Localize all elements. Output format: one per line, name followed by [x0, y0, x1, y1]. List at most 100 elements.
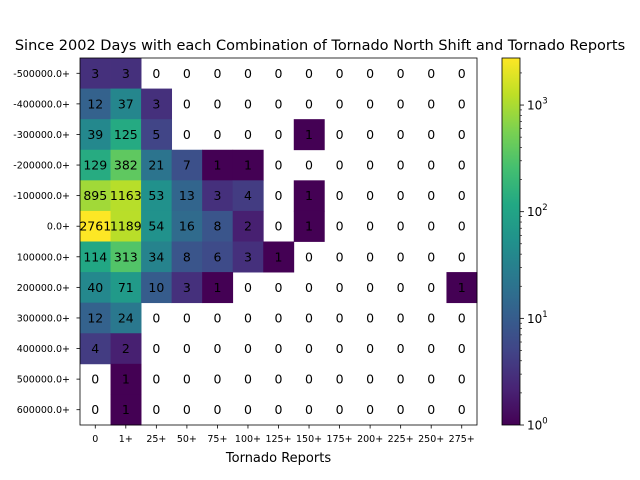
cell-value-label: 0	[152, 66, 160, 81]
cell-value-label: 0	[397, 310, 405, 325]
cell-value-label: 0	[427, 66, 435, 81]
cell-value-label: 0	[366, 96, 374, 111]
cell-value-label: 0	[366, 310, 374, 325]
cell-value-label: 0	[305, 402, 313, 417]
x-axis-ticks: 0 1+ 25+ 50+ 75+ 100+ 125+ 150+ 175+ 200+ 225+ 250+…	[92, 425, 475, 445]
heatmap-cell	[141, 180, 173, 212]
cell-value-label: 0	[305, 66, 313, 81]
cell-value-label: 0	[244, 66, 252, 81]
cell-value-label: 0	[458, 249, 466, 264]
cell-value-label: 0	[397, 402, 405, 417]
cell-value-label: 0	[427, 219, 435, 234]
cell-value-label: 0	[336, 219, 344, 234]
cell-value-label: 0	[275, 96, 283, 111]
cell-value-label: 1	[305, 219, 313, 234]
cell-value-label: 0	[397, 127, 405, 142]
cell-value-label: 0	[244, 372, 252, 387]
y-tick-label: -100000.0+	[13, 191, 70, 202]
heatmap-cell	[293, 119, 325, 151]
cell-value-label: 40	[87, 280, 103, 295]
cell-value-label: 0	[275, 372, 283, 387]
cell-value-label: 0	[458, 96, 466, 111]
cell-value-label: 54	[148, 219, 164, 234]
cell-value-label: 0	[397, 188, 405, 203]
cell-value-label: 0	[336, 96, 344, 111]
colorbar-tick-label: 101	[527, 310, 548, 326]
y-tick-label: 100000.0+	[17, 252, 70, 263]
heatmap-cell	[141, 119, 173, 151]
cell-value-label: 0	[183, 341, 191, 356]
heatmap-cell	[171, 149, 203, 181]
cell-value-label: 0	[152, 402, 160, 417]
x-tick-label: 100+	[235, 434, 261, 445]
cell-value-label: 0	[152, 310, 160, 325]
cell-value-label: 0	[152, 341, 160, 356]
cell-value-label: 0	[397, 66, 405, 81]
heatmap-cell	[202, 210, 234, 242]
cell-value-labels: 3 3 0 0 0 0 0 0 0 0 0 0 012 37 3 0 0 0 0 0 0 0 0 0 039 125 5 0 0 0 0 1 0…	[79, 66, 465, 417]
cell-value-label: 0	[275, 402, 283, 417]
y-tick-label: -400000.0+	[13, 99, 70, 110]
cell-value-label: 1	[213, 280, 221, 295]
cell-value-label: 2	[244, 219, 252, 234]
cell-value-label: 0	[213, 402, 221, 417]
cell-value-label: 1	[458, 280, 466, 295]
cell-value-label: 3	[183, 280, 191, 295]
cell-value-label: 1	[305, 127, 313, 142]
cell-value-label: 114	[83, 249, 107, 264]
cell-value-label: 0	[244, 127, 252, 142]
cell-value-label: 24	[118, 310, 134, 325]
x-tick-label: 250+	[418, 434, 444, 445]
cell-value-label: 0	[427, 280, 435, 295]
cell-value-label: 7	[183, 158, 191, 173]
heatmap-cell	[80, 88, 111, 120]
cell-value-label: 0	[183, 127, 191, 142]
cell-value-label: 1	[275, 249, 283, 264]
heatmap-cell	[202, 241, 234, 273]
cell-value-label: 0	[336, 280, 344, 295]
x-tick-label: 1+	[119, 434, 133, 445]
heatmap-cell	[171, 241, 203, 273]
cell-value-label: 39	[87, 127, 103, 142]
heatmap-cell	[232, 241, 264, 273]
x-tick-label: 125+	[265, 434, 291, 445]
heatmap-cell	[80, 149, 111, 181]
cell-value-label: 0	[397, 372, 405, 387]
heatmap-cell	[141, 88, 173, 120]
cell-value-label: 0	[275, 188, 283, 203]
cell-value-label: 0	[183, 66, 191, 81]
cell-value-label: 0	[275, 158, 283, 173]
cell-value-label: 34	[148, 249, 164, 264]
cell-value-label: 895	[83, 188, 107, 203]
cell-value-label: 4	[244, 188, 252, 203]
cell-value-label: 1	[122, 372, 130, 387]
cell-value-label: 0	[366, 402, 374, 417]
cell-value-label: 0	[305, 280, 313, 295]
x-tick-label: 25+	[146, 434, 166, 445]
cell-value-label: 0	[366, 188, 374, 203]
cell-value-label: 0	[275, 341, 283, 356]
colorbar-tick-label: 103	[527, 97, 548, 113]
cell-value-label: 0	[91, 372, 99, 387]
cell-value-label: 0	[427, 372, 435, 387]
x-axis-label: Tornado Reports	[225, 451, 331, 466]
cell-value-label: 8	[183, 249, 191, 264]
cell-value-label: 13	[179, 188, 195, 203]
cell-value-label: 0	[336, 158, 344, 173]
cell-value-label: 4	[91, 341, 99, 356]
y-axis-ticks: -500000.0+ -400000.0+ -300000.0+ -200000.0+…	[13, 69, 80, 416]
cell-value-label: 0	[244, 341, 252, 356]
cell-value-label: 0	[427, 96, 435, 111]
heatmap-cell	[110, 363, 142, 395]
cell-value-label: 0	[305, 372, 313, 387]
cell-value-label: 313	[114, 249, 138, 264]
cell-value-label: 0	[305, 158, 313, 173]
cell-value-label: 0	[91, 402, 99, 417]
cell-value-label: 0	[213, 341, 221, 356]
cell-value-label: 0	[275, 127, 283, 142]
cell-value-label: 12	[87, 96, 103, 111]
cell-value-label: 71	[118, 280, 134, 295]
y-tick-label: 300000.0+	[17, 313, 70, 324]
cell-value-label: 37	[118, 96, 134, 111]
cell-value-label: 0	[305, 96, 313, 111]
